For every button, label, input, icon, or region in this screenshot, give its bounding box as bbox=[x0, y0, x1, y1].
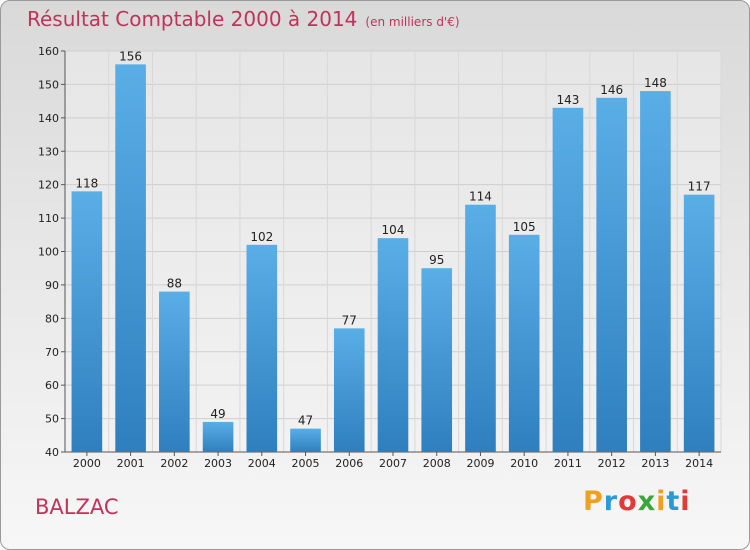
bar bbox=[333, 328, 365, 452]
bar bbox=[683, 194, 715, 453]
proxiti-logo: Proxiti bbox=[583, 486, 691, 517]
x-tick-label: 2007 bbox=[379, 457, 407, 470]
logo-letter: x bbox=[637, 486, 657, 517]
x-tick-label: 2004 bbox=[248, 457, 276, 470]
bar bbox=[71, 191, 103, 452]
x-tick-label: 2001 bbox=[117, 457, 145, 470]
x-tick-label: 2006 bbox=[335, 457, 363, 470]
x-tick-label: 2000 bbox=[73, 457, 101, 470]
bar bbox=[508, 234, 540, 452]
x-tick-label: 2008 bbox=[423, 457, 451, 470]
bar bbox=[596, 97, 627, 453]
bar bbox=[159, 291, 190, 452]
x-tick-label: 2009 bbox=[466, 457, 494, 470]
x-tick-label: 2005 bbox=[292, 457, 320, 470]
bar bbox=[202, 421, 234, 452]
x-tick-label: 2002 bbox=[160, 457, 188, 470]
bar-value-label: 143 bbox=[556, 93, 579, 107]
bar-value-label: 156 bbox=[119, 49, 142, 63]
bar-value-label: 47 bbox=[298, 414, 313, 428]
y-tick-label: 100 bbox=[38, 246, 59, 259]
logo-letter: P bbox=[583, 486, 604, 517]
y-tick-label: 90 bbox=[45, 279, 59, 292]
logo-letter: i bbox=[680, 486, 691, 517]
logo-letter: r bbox=[603, 486, 619, 517]
bar-value-label: 104 bbox=[382, 223, 405, 237]
y-tick-label: 130 bbox=[38, 145, 59, 158]
bar bbox=[290, 428, 321, 452]
x-tick-label: 2003 bbox=[204, 457, 232, 470]
x-tick-label: 2010 bbox=[510, 457, 538, 470]
bar-value-label: 95 bbox=[429, 253, 444, 267]
bar-value-label: 114 bbox=[469, 190, 492, 204]
x-tick-label: 2013 bbox=[641, 457, 669, 470]
bar bbox=[377, 238, 409, 452]
bar-value-label: 105 bbox=[513, 220, 536, 234]
x-tick-label: 2011 bbox=[554, 457, 582, 470]
y-tick-label: 50 bbox=[45, 413, 59, 426]
bar bbox=[552, 107, 584, 452]
bar-value-label: 77 bbox=[342, 313, 357, 327]
bar-value-label: 118 bbox=[75, 176, 98, 190]
chart-title: Résultat Comptable 2000 à 2014 (en millie… bbox=[27, 7, 460, 31]
y-tick-label: 110 bbox=[38, 212, 59, 225]
chart-title-text: Résultat Comptable 2000 à 2014 bbox=[27, 7, 358, 31]
bar bbox=[115, 64, 146, 452]
y-tick-label: 80 bbox=[45, 312, 59, 325]
logo-letter: o bbox=[618, 486, 638, 517]
commune-name: BALZAC bbox=[35, 495, 119, 519]
logo-letter: i bbox=[656, 486, 667, 517]
bar bbox=[421, 268, 453, 452]
bar-value-label: 146 bbox=[600, 83, 623, 97]
bar-value-label: 148 bbox=[644, 76, 667, 90]
y-tick-label: 150 bbox=[38, 78, 59, 91]
labels: 40 50 60 70 80 90 100 110 120 130 140 150 160 118 2000… bbox=[38, 45, 713, 470]
logo-letter: t bbox=[666, 486, 681, 517]
y-tick-label: 160 bbox=[38, 45, 59, 58]
x-tick-label: 2014 bbox=[685, 457, 713, 470]
y-tick-label: 40 bbox=[45, 446, 59, 459]
bar-value-label: 117 bbox=[688, 180, 711, 194]
bar-value-label: 49 bbox=[210, 407, 225, 421]
bars bbox=[71, 64, 715, 453]
bar bbox=[640, 91, 671, 452]
bar-value-label: 102 bbox=[250, 230, 273, 244]
y-tick-label: 60 bbox=[45, 379, 59, 392]
y-tick-label: 120 bbox=[38, 179, 59, 192]
chart-subtitle: (en milliers d'€) bbox=[365, 15, 460, 29]
y-tick-label: 70 bbox=[45, 346, 59, 359]
bar bbox=[246, 244, 278, 452]
y-tick-label: 140 bbox=[38, 112, 59, 125]
bar bbox=[465, 204, 496, 452]
x-tick-label: 2012 bbox=[598, 457, 626, 470]
bar-value-label: 88 bbox=[167, 277, 182, 291]
